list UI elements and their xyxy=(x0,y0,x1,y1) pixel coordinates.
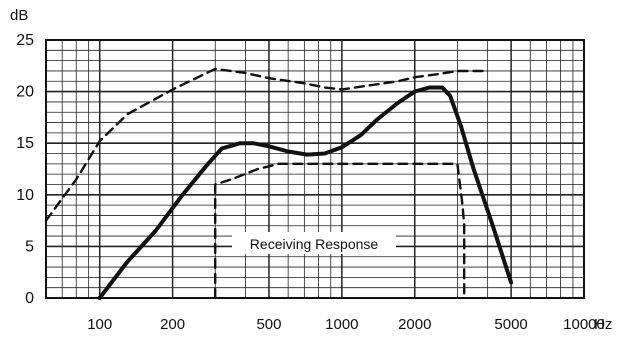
series-line-solid-thick xyxy=(97,85,514,300)
x-tick-label: 2000 xyxy=(398,316,431,333)
y-unit-label: dB xyxy=(10,7,28,24)
x-tick-label: 5000 xyxy=(494,316,527,333)
axes: dB Hz 0 5 10 15 20 25 100 200 500 1000 2000 5000 100… xyxy=(10,7,612,333)
x-tick-label: 1000 xyxy=(325,316,358,333)
plot-frame xyxy=(45,39,585,299)
annotation-box xyxy=(232,232,396,254)
annotation-layer: Receiving Response xyxy=(232,232,396,254)
y-tick-label: 20 xyxy=(16,84,34,101)
annotation-receiving-response: Receiving Response xyxy=(250,236,379,252)
y-tick-label: 0 xyxy=(25,290,34,307)
x-unit-label: Hz xyxy=(594,316,612,333)
grid xyxy=(46,40,584,298)
y-tick-label: 10 xyxy=(16,187,34,204)
x-tick-label: 500 xyxy=(256,316,281,333)
series-layer xyxy=(44,67,514,300)
x-tick-label: 200 xyxy=(160,316,185,333)
series-line-dashed-upper xyxy=(44,67,489,222)
y-tick-label: 25 xyxy=(16,32,34,49)
y-tick-label: 5 xyxy=(25,238,34,255)
x-tick-label: 100 xyxy=(87,316,112,333)
x-tick-label: 10000 xyxy=(563,316,605,333)
series-line-dashed-lower-mask xyxy=(213,162,466,300)
y-tick-label: 15 xyxy=(16,135,34,152)
